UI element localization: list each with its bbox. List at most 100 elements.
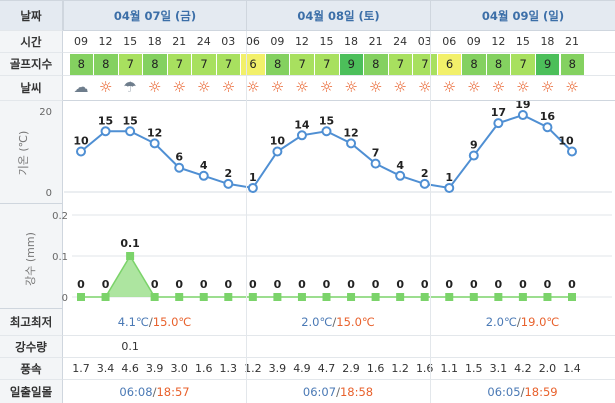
- rain-point: [199, 293, 208, 301]
- rain-tick-label: 0.2: [52, 211, 68, 222]
- sun-day-1: 06:08/18:57: [63, 385, 246, 399]
- temp-data-label: 16: [540, 110, 556, 123]
- hour-cell: 15: [123, 35, 138, 48]
- rain-data-label: 0: [544, 278, 552, 291]
- min-temp: 2.0℃: [301, 315, 333, 329]
- temp-point: [370, 158, 381, 169]
- rain-point: [396, 293, 405, 301]
- temp-point: [296, 130, 307, 141]
- sun-icon: ☼: [270, 78, 285, 96]
- golf-index-cell: 7: [315, 54, 339, 75]
- sun-icon: ☼: [393, 78, 407, 96]
- golf-index-cell: 6: [437, 54, 462, 75]
- wind-cell: 4.6: [121, 362, 139, 375]
- sunrise-time: 06:07: [302, 385, 337, 399]
- rain-amount-row: 0.1: [63, 336, 615, 358]
- wind-cell: 1.1: [440, 362, 459, 375]
- rain-data-label: 0: [175, 278, 183, 291]
- rain-data-label: 0: [495, 278, 503, 291]
- day-divider: [430, 31, 431, 403]
- rain-data-label: 0: [274, 278, 282, 291]
- max-temp: 15.0℃: [336, 315, 375, 329]
- date-day-1: 04월 07일 (금): [63, 1, 246, 31]
- wind-cell: 1.5: [465, 362, 483, 375]
- sun-icon: ☼: [467, 78, 481, 96]
- sun-icon: ☼: [344, 78, 358, 96]
- wind-cell: 3.1: [489, 362, 508, 375]
- temp-point: [542, 122, 553, 133]
- rain-point: [273, 293, 282, 301]
- sun-icon: ☼: [417, 78, 432, 96]
- rain-data-label: 0: [151, 278, 159, 291]
- rain-axis-label: 강수 (mm): [24, 232, 37, 286]
- minmax-day-1: 4.1℃/15.0℃: [63, 315, 246, 329]
- rain-data-label: 0: [224, 278, 232, 291]
- temp-point: [174, 162, 185, 173]
- hour-cell: 09: [466, 35, 481, 48]
- temp-data-label: 9: [470, 139, 478, 152]
- sun-icon: ☼: [172, 78, 186, 96]
- hour-cell: 18: [344, 35, 359, 48]
- hour-cell: 18: [147, 35, 162, 48]
- temp-data-label: 10: [558, 135, 574, 148]
- rain-data-label: 0: [568, 278, 576, 291]
- rain-point: [420, 293, 429, 301]
- temp-data-label: 2: [224, 167, 232, 180]
- rain-point: [494, 293, 503, 301]
- hour-cell: 21: [172, 35, 187, 48]
- hour-cell: 03: [417, 35, 432, 48]
- date-header: 04월 07일 (금) 04월 08일 (토) 04월 09일 (일): [63, 1, 615, 31]
- temp-point: [468, 150, 479, 161]
- golf-index-row-label: 골프지수: [0, 53, 63, 76]
- min-temp: 2.0℃: [485, 315, 517, 329]
- temp-data-label: 12: [343, 126, 358, 139]
- temp-data-label: 19: [515, 101, 530, 111]
- sun-icon: ☼: [368, 78, 383, 96]
- rain-point: [445, 293, 454, 301]
- rain-cloud-icon: ☂: [123, 78, 137, 96]
- temp-point: [517, 110, 528, 121]
- sun-icon: ☼: [491, 78, 506, 96]
- hour-cell: 12: [98, 35, 113, 48]
- temp-point: [493, 118, 504, 129]
- wind-cell: 1.6: [195, 362, 213, 375]
- temp-data-label: 15: [319, 114, 334, 127]
- golf-index-cell: 7: [290, 54, 314, 75]
- minmax-day-2: 2.0℃/15.0℃: [246, 315, 430, 329]
- rain-data-label: 0: [347, 278, 355, 291]
- rain-tick-label: 0: [62, 293, 68, 304]
- wind-row-label: 풍속: [0, 358, 63, 380]
- sun-icon: ☼: [516, 78, 530, 96]
- min-temp: 4.1℃: [117, 315, 149, 329]
- sun-icon: ☼: [319, 78, 334, 96]
- temp-tick-label: 20: [39, 107, 52, 118]
- golf-index-cell: 6: [241, 54, 265, 75]
- rain-point: [322, 293, 331, 301]
- wind-cell: 3.9: [145, 362, 164, 375]
- hour-cell: 09: [270, 35, 285, 48]
- sun-icon: ☼: [540, 78, 555, 96]
- date-day-2: 04월 08일 (토): [246, 1, 430, 31]
- wind-cell: 1.3: [219, 362, 238, 375]
- sunset-time: 18:58: [339, 385, 374, 399]
- rain-point: [248, 293, 257, 301]
- hour-cell: 03: [221, 35, 236, 48]
- sun-icon: ☼: [442, 78, 456, 96]
- temp-data-label: 1: [249, 171, 257, 184]
- rain-data-label: 0: [298, 278, 306, 291]
- temp-data-label: 4: [200, 159, 208, 172]
- hour-cell: 21: [565, 35, 579, 48]
- golf-index-cell: 8: [143, 54, 167, 75]
- temp-point: [444, 182, 455, 193]
- golf-index-cell: 8: [364, 54, 388, 75]
- hour-cell: 15: [515, 35, 530, 48]
- golf-index-cell: 7: [192, 54, 216, 75]
- temp-data-label: 4: [396, 159, 404, 172]
- temp-point: [100, 126, 111, 137]
- temp-data-label: 10: [73, 135, 89, 148]
- temp-point: [198, 170, 209, 181]
- temp-point: [321, 126, 332, 137]
- rain-point: [150, 293, 159, 301]
- wind-cell: 2.9: [342, 362, 360, 375]
- temp-point: [395, 170, 406, 181]
